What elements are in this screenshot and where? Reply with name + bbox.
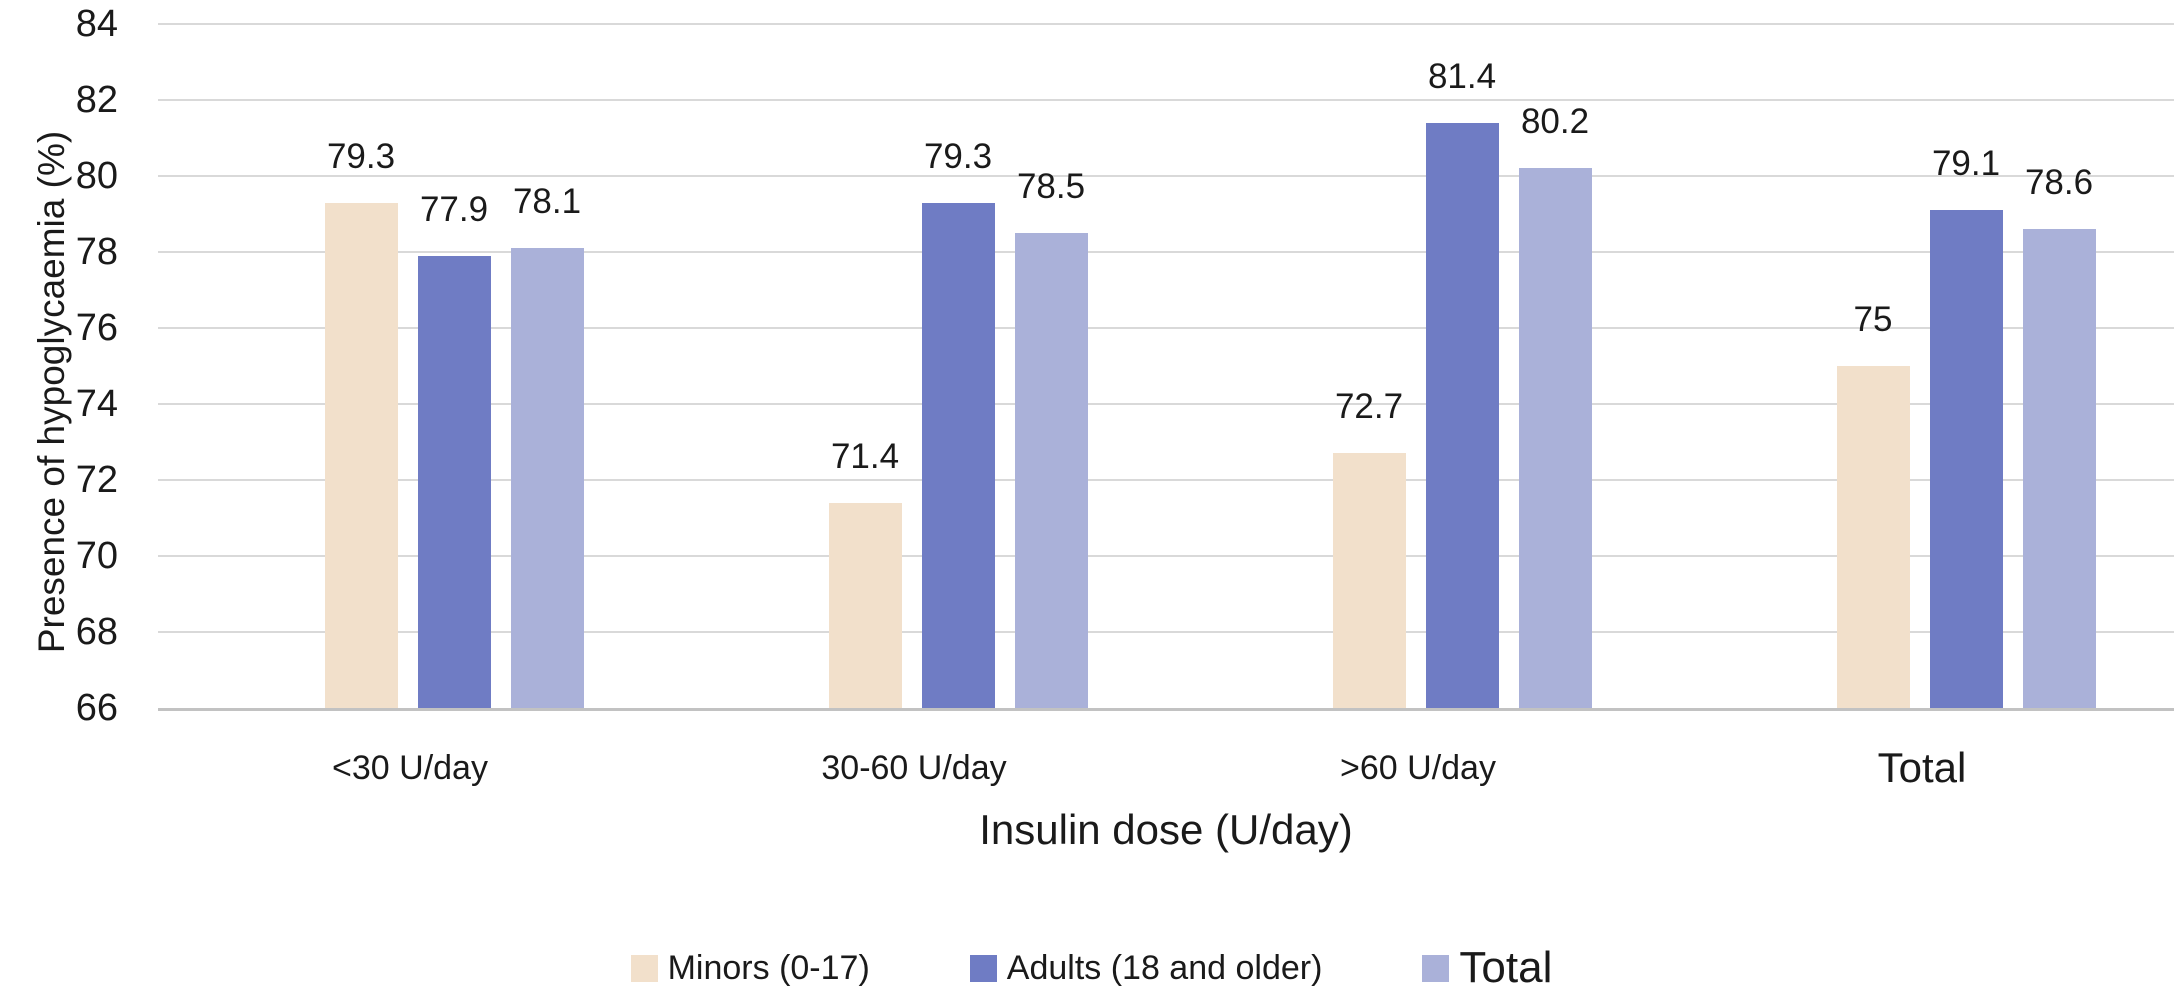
gridline-82 <box>158 99 2174 101</box>
legend-swatch-icon <box>630 954 658 982</box>
x-category-label-3: >60 U/day <box>1340 749 1496 787</box>
bar-value-label: 79.1 <box>1931 144 2001 184</box>
bar-rect <box>1332 453 1406 708</box>
bar-rect <box>510 248 584 708</box>
gridline-70 <box>158 555 2174 557</box>
gridline-68 <box>158 631 2174 633</box>
bar-rect <box>417 255 491 708</box>
gridline-78 <box>158 251 2174 253</box>
bar-value-label: 71.4 <box>830 436 900 476</box>
y-tick-label-74: 74 <box>75 383 118 425</box>
gridline-84 <box>158 23 2174 25</box>
y-tick-label-68: 68 <box>75 611 118 653</box>
bar-adults-18-and-older-4: 79.1 <box>1929 144 2003 708</box>
bar-rect <box>2022 229 2096 708</box>
bar-rect <box>1836 366 1910 708</box>
y-tick-label-70: 70 <box>75 535 118 577</box>
bar-total-3: 80.2 <box>1518 102 1592 708</box>
bar-group-2: 71.4 79.3 78.5 <box>706 137 1210 708</box>
bar-group-3: 72.7 81.4 80.2 <box>1210 57 1714 708</box>
legend-swatch-icon <box>969 954 997 982</box>
bar-value-label: 72.7 <box>1334 387 1404 427</box>
x-axis-title: Insulin dose (U/day) <box>979 806 1353 853</box>
y-tick-label-84: 84 <box>75 3 118 45</box>
bar-value-label: 75 <box>1853 300 1893 339</box>
bar-adults-18-and-older-2: 79.3 <box>921 137 995 708</box>
legend-label: Total <box>1459 943 1553 992</box>
bar-value-label: 80.2 <box>1520 102 1590 142</box>
y-tick-label-82: 82 <box>75 79 118 121</box>
gridline-76 <box>158 327 2174 329</box>
bar-group-4: 75 79.1 78.6 <box>1714 144 2183 708</box>
bar-value-label: 78.1 <box>512 182 582 222</box>
bar-value-label: 79.3 <box>923 136 993 176</box>
bar-minors-0-17-3: 72.7 <box>1332 387 1406 708</box>
y-tick-label-66: 66 <box>75 687 118 729</box>
bar-adults-18-and-older-1: 77.9 <box>417 190 491 708</box>
y-tick-label-76: 76 <box>75 307 118 349</box>
plot-area: 79.3 77.9 78.1 71.4 79.3 78.5 72.7 81.4 80.2 75 79… <box>158 23 2174 711</box>
bar-value-label: 77.9 <box>419 189 489 229</box>
legend-label: Minors (0-17) <box>667 948 870 987</box>
bar-value-label: 81.4 <box>1427 56 1497 96</box>
y-tick-label-80: 80 <box>75 155 118 197</box>
bar-minors-0-17-1: 79.3 <box>324 137 398 708</box>
bar-value-label: 78.5 <box>1016 167 1086 206</box>
y-tick-label-72: 72 <box>75 459 118 501</box>
bar-adults-18-and-older-3: 81.4 <box>1425 57 1499 708</box>
bar-rect <box>1425 122 1499 708</box>
legend: Minors (0-17) Adults (18 and older) Total <box>0 943 2183 993</box>
legend-swatch-icon <box>1422 954 1450 982</box>
legend-label: Adults (18 and older) <box>1006 948 1323 987</box>
bar-total-2: 78.5 <box>1014 167 1088 708</box>
bar-value-label: 78.6 <box>2024 163 2094 203</box>
bar-groups: 79.3 77.9 78.1 71.4 79.3 78.5 72.7 81.4 80.2 75 79… <box>202 24 2183 708</box>
bar-rect <box>1014 233 1088 708</box>
bar-minors-0-17-2: 71.4 <box>828 437 902 708</box>
x-category-label-1: <30 U/day <box>332 749 488 787</box>
bar-rect <box>1518 168 1592 708</box>
bar-total-1: 78.1 <box>510 182 584 708</box>
bar-group-1: 79.3 77.9 78.1 <box>202 137 706 708</box>
x-category-label-2: 30-60 U/day <box>821 749 1007 787</box>
gridline-74 <box>158 403 2174 405</box>
legend-item-adults-18-and-older: Adults (18 and older) <box>969 948 1323 988</box>
x-axis-category-labels: <30 U/day 30-60 U/day >60 U/day Total <box>158 744 2174 792</box>
bar-minors-0-17-4: 75 <box>1836 300 1910 708</box>
y-axis-tick-labels: 66 68 70 72 74 76 78 80 82 84 <box>0 3 118 729</box>
bar-total-4: 78.6 <box>2022 163 2096 708</box>
y-tick-label-78: 78 <box>75 231 118 273</box>
x-category-label-4: Total <box>1877 744 1967 791</box>
bar-rect <box>324 202 398 708</box>
bar-rect <box>1929 210 2003 708</box>
gridline-72 <box>158 479 2174 481</box>
gridline-80 <box>158 175 2174 177</box>
bar-rect <box>828 502 902 708</box>
legend-item-minors-0-17: Minors (0-17) <box>630 948 870 988</box>
bar-rect <box>921 202 995 708</box>
legend-item-total: Total <box>1422 943 1552 993</box>
bar-value-label: 79.3 <box>326 136 396 176</box>
